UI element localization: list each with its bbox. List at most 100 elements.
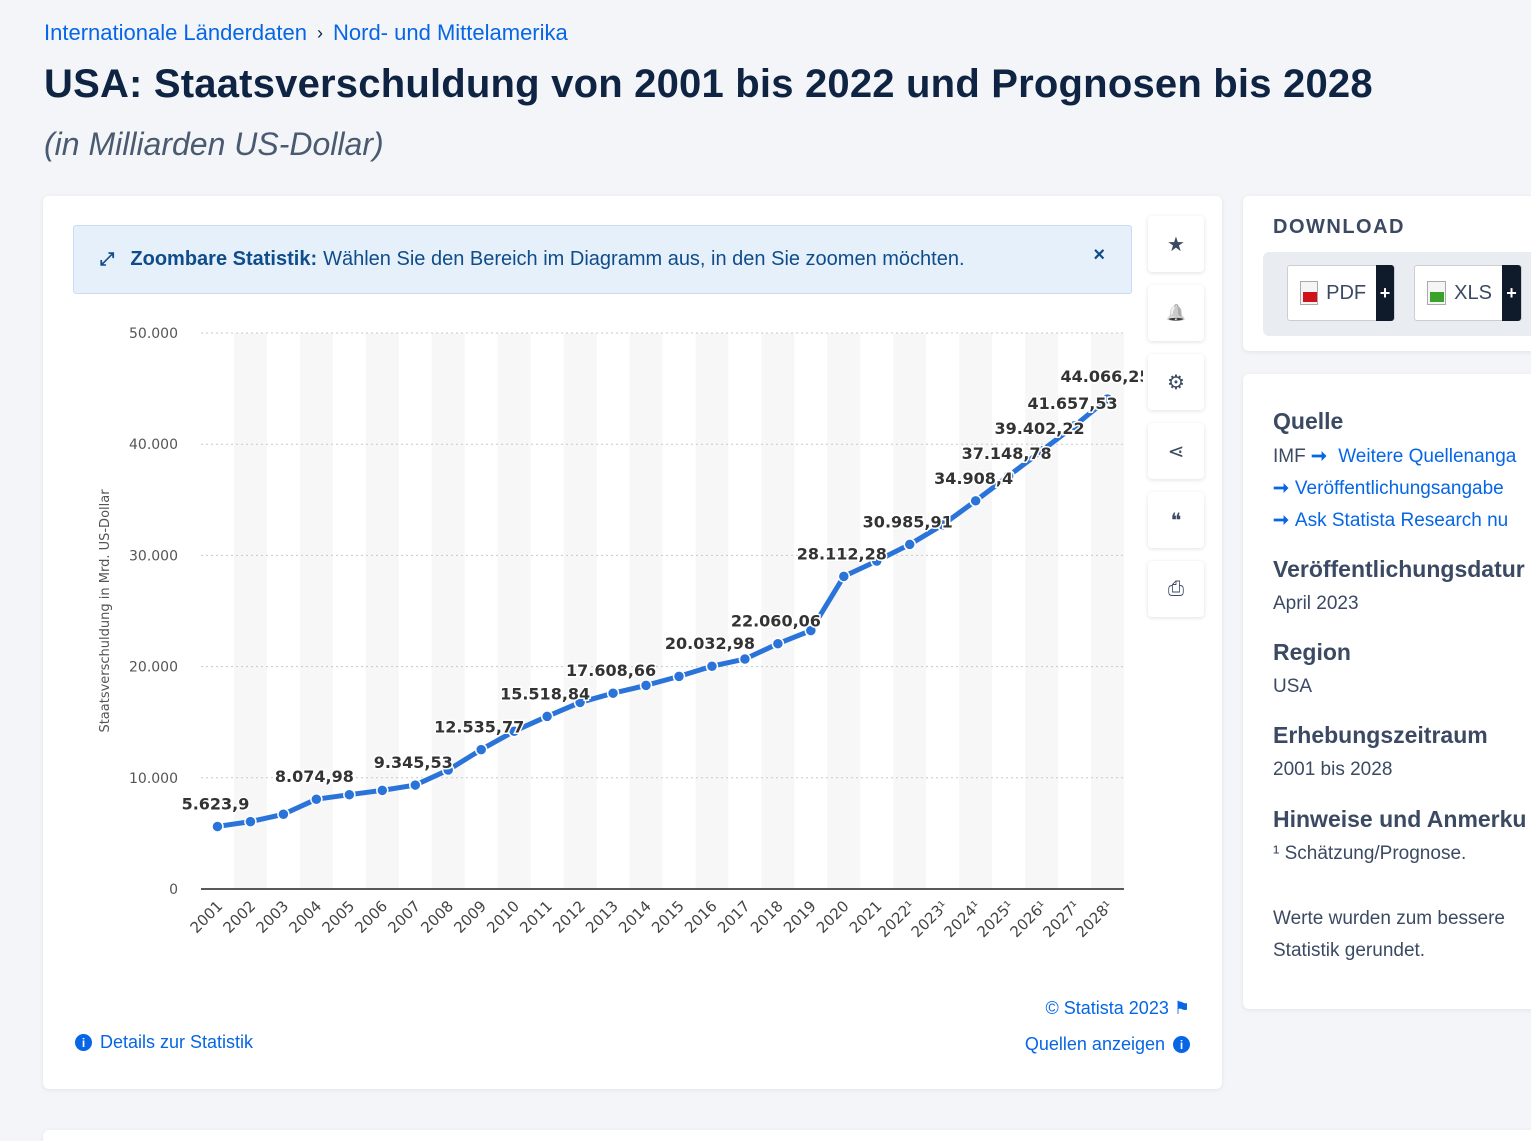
data-label: 15.518,84 bbox=[500, 684, 590, 703]
data-point[interactable] bbox=[1002, 469, 1015, 483]
date-value: April 2023 bbox=[1273, 593, 1359, 614]
pdf-label: PDF bbox=[1326, 281, 1367, 304]
column-band bbox=[761, 333, 795, 889]
breadcrumb-link-international[interactable]: Internationale Länderdaten bbox=[44, 20, 307, 45]
notification-button[interactable]: 🔔 bbox=[1148, 285, 1204, 341]
data-point[interactable] bbox=[343, 788, 356, 801]
data-point[interactable] bbox=[903, 538, 916, 551]
data-point[interactable] bbox=[409, 778, 422, 792]
x-tick-label: 2019 bbox=[780, 897, 820, 937]
x-tick-label: 2023¹ bbox=[908, 897, 952, 941]
column-band bbox=[827, 333, 861, 889]
data-label: 39.402,22 bbox=[995, 419, 1085, 438]
source-line: IMF ➞ Weitere Quellenanga bbox=[1273, 445, 1516, 468]
details-link[interactable]: i Details zur Statistik bbox=[75, 1032, 253, 1053]
research-link[interactable]: ➞ Ask Statista Research nu bbox=[1273, 509, 1508, 532]
column-band bbox=[893, 333, 927, 889]
column-band bbox=[365, 333, 399, 889]
data-point[interactable] bbox=[1101, 392, 1114, 406]
x-tick-label: 2008 bbox=[417, 897, 457, 937]
settings-button[interactable]: ⚙ bbox=[1148, 354, 1204, 410]
data-point[interactable] bbox=[277, 808, 290, 821]
data-point[interactable] bbox=[606, 686, 620, 700]
zoom-banner: ⤢ Zoombare Statistik: Wählen Sie den Ber… bbox=[73, 225, 1132, 294]
data-label: 12.535,77 bbox=[434, 718, 524, 737]
data-point[interactable] bbox=[639, 679, 653, 692]
region-heading: Region bbox=[1273, 639, 1351, 665]
data-label: 30.985,91 bbox=[863, 512, 953, 531]
cite-button[interactable]: ❝ bbox=[1148, 492, 1204, 548]
y-axis-label: Staatsverschuldung in Mrd. US-Dollar bbox=[98, 489, 113, 733]
bell-icon: 🔔 bbox=[1166, 305, 1186, 322]
column-band bbox=[431, 333, 465, 889]
xls-label: XLS bbox=[1454, 281, 1492, 304]
xls-plus-button[interactable]: + bbox=[1501, 265, 1521, 321]
xls-file-icon bbox=[1427, 281, 1447, 305]
x-tick-label: 2001 bbox=[187, 897, 227, 937]
x-tick-label: 2026¹ bbox=[1006, 897, 1050, 941]
x-tick-label: 2003 bbox=[253, 897, 293, 937]
favorite-button[interactable]: ★ bbox=[1148, 216, 1204, 272]
sources-link[interactable]: Quellen anzeigen i bbox=[1025, 1034, 1190, 1055]
close-icon[interactable]: × bbox=[1093, 244, 1105, 266]
data-label: 28.112,28 bbox=[797, 544, 887, 563]
rounding-note-line-1: Werte wurden zum bessere bbox=[1273, 908, 1505, 929]
data-point[interactable] bbox=[837, 570, 851, 583]
data-point[interactable] bbox=[771, 637, 785, 650]
data-point[interactable] bbox=[474, 743, 488, 756]
column-band bbox=[1025, 333, 1059, 889]
download-xls-button[interactable]: XLS + bbox=[1414, 265, 1522, 321]
statista-copyright[interactable]: © Statista 2023 ⚑ bbox=[1046, 998, 1191, 1019]
data-label: 22.060,06 bbox=[731, 612, 821, 631]
x-tick-label: 2004 bbox=[285, 897, 325, 937]
arrow-right-icon: ➞ bbox=[1273, 510, 1289, 531]
x-tick-label: 2013 bbox=[582, 897, 622, 937]
period-heading: Erhebungszeitraum bbox=[1273, 722, 1488, 748]
column-band bbox=[959, 333, 993, 889]
data-point[interactable] bbox=[441, 763, 455, 777]
data-point[interactable] bbox=[705, 659, 719, 673]
data-point[interactable] bbox=[804, 624, 818, 637]
period-value: 2001 bis 2028 bbox=[1273, 759, 1393, 780]
data-point[interactable] bbox=[969, 494, 982, 508]
pdf-plus-button[interactable]: + bbox=[1376, 265, 1394, 321]
series-line bbox=[214, 396, 1111, 829]
print-button[interactable]: ⎙ bbox=[1148, 561, 1204, 617]
more-sources-link[interactable]: Weitere Quellenanga bbox=[1338, 446, 1517, 467]
line-chart[interactable]: 0 10.000 20.000 30.000 40.000 50.000 Staatsver… bbox=[43, 196, 1143, 976]
copyright-text: © Statista 2023 bbox=[1045, 998, 1169, 1018]
x-tick-label: 2011 bbox=[516, 897, 556, 937]
data-point[interactable] bbox=[672, 670, 686, 683]
data-label: 20.032,98 bbox=[665, 634, 755, 653]
y-tick-label: 40.000 bbox=[129, 437, 178, 453]
sources-label: Quellen anzeigen bbox=[1024, 1034, 1165, 1054]
x-tick-label: 2016 bbox=[681, 897, 721, 937]
x-tick-label: 2006 bbox=[351, 897, 391, 937]
data-point[interactable] bbox=[1068, 419, 1081, 433]
data-point[interactable] bbox=[244, 815, 257, 828]
y-tick-label: 30.000 bbox=[129, 548, 178, 564]
data-point[interactable] bbox=[540, 710, 554, 723]
breadcrumb-separator: › bbox=[317, 22, 323, 43]
data-label: 41.657,53 bbox=[1028, 394, 1118, 413]
data-label: 34.908,4 bbox=[934, 469, 1013, 488]
data-point[interactable] bbox=[211, 820, 224, 833]
data-point[interactable] bbox=[310, 792, 323, 806]
data-point[interactable] bbox=[507, 724, 521, 738]
data-point[interactable] bbox=[376, 784, 389, 797]
data-label: 8.074,98 bbox=[275, 767, 354, 786]
download-pdf-button[interactable]: PDF + bbox=[1287, 265, 1395, 321]
column-band bbox=[497, 333, 531, 889]
data-point[interactable] bbox=[936, 518, 949, 532]
x-tick-label: 2027¹ bbox=[1039, 897, 1083, 941]
chart-toolbar: ★ 🔔 ⚙ ⋖ ❝ ⎙ bbox=[1148, 216, 1204, 617]
data-point[interactable] bbox=[573, 696, 587, 709]
notes-value: ¹ Schätzung/Prognose. bbox=[1273, 843, 1467, 864]
share-button[interactable]: ⋖ bbox=[1148, 423, 1204, 479]
data-point[interactable] bbox=[1035, 444, 1048, 458]
breadcrumb-link-north-america[interactable]: Nord- und Mittelamerika bbox=[333, 20, 568, 45]
data-point[interactable] bbox=[870, 554, 884, 568]
publication-link[interactable]: ➞ Veröffentlichungsangabe bbox=[1273, 477, 1504, 500]
zoom-banner-title: Zoombare Statistik: bbox=[130, 248, 318, 270]
data-point[interactable] bbox=[738, 652, 752, 666]
